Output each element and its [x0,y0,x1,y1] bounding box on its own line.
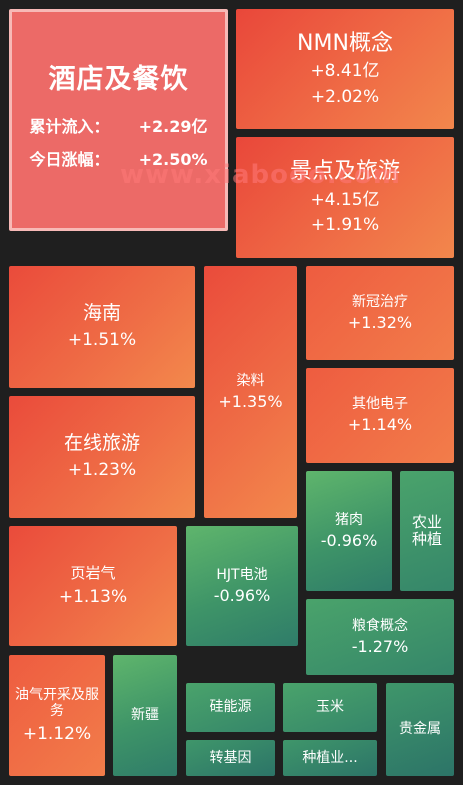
tile-scenic-tourism[interactable]: 景点及旅游 +4.15亿 +1.91% [236,137,454,258]
tile-change: -0.96% [213,585,271,605]
tile-silicon-energy[interactable]: 硅能源 [186,683,275,732]
tile-name: 新疆 [131,707,159,724]
tile-name: 硅能源 [209,699,252,716]
tile-name: 农业种植 [411,512,442,548]
change-value: +2.50% [138,149,208,169]
tile-flow: +4.15亿 [310,189,380,210]
tile-change: +1.12% [22,723,92,744]
tile-agriculture-planting[interactable]: 农业种植 [400,471,454,591]
tile-name: 景点及旅游 [289,159,400,185]
tile-change: +1.14% [347,415,413,435]
tile-flow: +8.41亿 [310,61,380,82]
change-row: 今日涨幅： +2.50% [29,149,208,169]
tile-grain-concept[interactable]: 粮食概念 -1.27% [306,599,454,675]
tile-oil-gas-services[interactable]: 油气开采及服务 +1.12% [9,655,105,776]
inflow-label: 累计流入： [29,117,110,137]
tile-shale-gas[interactable]: 页岩气 +1.13% [9,526,177,646]
tile-name: 油气开采及服务 [15,686,99,719]
tile-name: 贵金属 [399,721,441,738]
tile-change: +1.51% [67,330,137,351]
tile-xinjiang[interactable]: 新疆 [113,655,177,776]
tile-online-travel[interactable]: 在线旅游 +1.23% [9,396,195,518]
tile-change: +1.32% [347,312,413,332]
tile-name: 页岩气 [70,563,116,582]
inflow-row: 累计流入： +2.29亿 [29,117,208,137]
tile-name: 在线旅游 [63,432,140,455]
tile-name: 其他电子 [352,396,408,413]
tile-change: +2.02% [310,86,380,107]
tile-other-electronics[interactable]: 其他电子 +1.14% [306,368,454,463]
tile-name: 种植业... [302,749,358,766]
tile-name: HJT电池 [216,566,268,583]
tile-dye[interactable]: 染料 +1.35% [204,266,297,518]
tile-covid-treatment[interactable]: 新冠治疗 +1.32% [306,266,454,360]
tile-change: +1.13% [58,586,128,607]
tile-hjt-battery[interactable]: HJT电池 -0.96% [186,526,298,646]
inflow-value: +2.29亿 [138,117,208,137]
tile-name: NMN概念 [297,30,393,56]
tile-corn[interactable]: 玉米 [283,683,377,732]
tile-pork[interactable]: 猪肉 -0.96% [306,471,392,591]
change-label: 今日涨幅： [29,149,110,169]
tile-name: 染料 [236,372,265,389]
tile-hotel-catering[interactable]: 酒店及餐饮 累计流入： +2.29亿 今日涨幅： +2.50% [9,9,228,231]
tile-nmn[interactable]: NMN概念 +8.41亿 +2.02% [236,9,454,129]
tile-change: -0.96% [320,530,378,550]
tile-change: -1.27% [351,636,409,656]
tile-precious-metals[interactable]: 贵金属 [386,683,454,776]
tile-change: +1.91% [310,215,380,236]
tile-title: 酒店及餐饮 [48,64,189,96]
tile-name: 海南 [82,302,121,325]
tile-change: +1.35% [218,391,283,411]
tile-gmo[interactable]: 转基因 [186,740,275,776]
tile-hainan[interactable]: 海南 +1.51% [9,266,195,388]
tile-name: 玉米 [316,699,344,716]
tile-planting-industry[interactable]: 种植业... [283,740,377,776]
tile-name: 粮食概念 [352,617,408,634]
tile-name: 转基因 [209,749,252,766]
tile-name: 新冠治疗 [352,293,408,310]
tile-change: +1.23% [67,460,137,481]
tile-name: 猪肉 [335,511,363,528]
